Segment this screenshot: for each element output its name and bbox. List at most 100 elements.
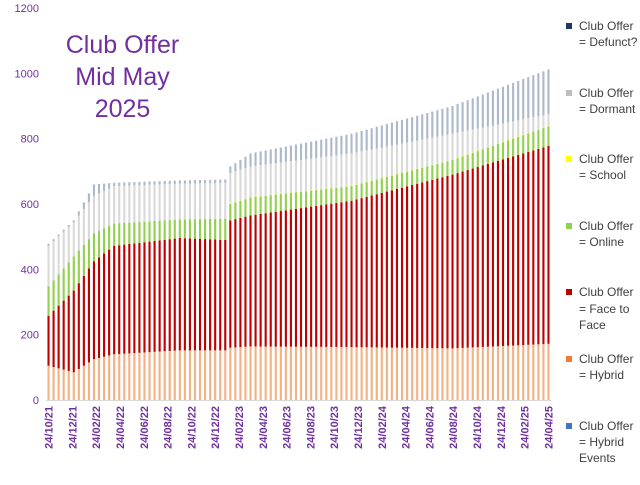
chart-title-line-1: Club Offer (65, 31, 180, 59)
x-tick-label: 24/08/24 (448, 405, 460, 449)
bar-segment-dormant (350, 153, 353, 186)
bar-segment-defunct (305, 142, 308, 160)
bar-segment-dormant (87, 202, 90, 240)
bar-segment-hybrid (320, 346, 323, 400)
bar-segment-dormant (517, 120, 520, 137)
bar-segment-hybrid (113, 354, 116, 400)
bar-segment-defunct (183, 180, 186, 184)
bar-segment-f2f (77, 283, 80, 369)
bar-segment-f2f (173, 238, 176, 351)
x-tick-label: 24/04/22 (115, 406, 127, 449)
bar-segment-dormant (537, 116, 540, 130)
bar-segment-defunct (168, 180, 171, 185)
bar-segment-school (512, 138, 515, 139)
bar-segment-online (108, 226, 111, 250)
bar-segment-hybrid (219, 350, 222, 400)
bar-segment-f2f (532, 150, 535, 345)
bar-segment-dormant (57, 236, 60, 275)
bar-segment-online (481, 149, 484, 166)
bar-segment-f2f (441, 177, 444, 349)
legend-item-school: Club Offer = School (566, 151, 638, 218)
bar-segment-dormant (365, 150, 368, 182)
legend-label-hybrid-events: Club Offer = Hybrid Events (579, 418, 634, 465)
bar-segment-f2f (214, 239, 217, 351)
bar-segment-hybrid (92, 359, 96, 400)
bar-segment-dormant (395, 144, 399, 174)
bar-segment-dormant (310, 158, 313, 191)
x-tick-label: 24/12/21 (67, 406, 79, 449)
bar-segment-defunct (52, 239, 55, 242)
bar-segment-online (491, 145, 494, 163)
bar-segment-dormant (451, 133, 454, 160)
bar-segment-dormant (436, 136, 439, 164)
bar-segment-dormant (249, 166, 252, 198)
bar-segment-f2f (92, 261, 96, 360)
bar-segment-online (305, 191, 308, 208)
bar-segment-f2f (294, 208, 298, 347)
bar-segment-dormant (400, 143, 404, 173)
bar-segment-hybrid (456, 348, 459, 400)
legend-item-online: Club Offer = Online (566, 218, 638, 285)
bar-segment-f2f (436, 178, 439, 349)
bar-segment-f2f (219, 239, 222, 351)
bar-segment-defunct (158, 181, 161, 185)
legend-item-hybrid-events: Club Offer = Hybrid Events (566, 418, 638, 485)
bar-segment-defunct (385, 124, 388, 147)
legend-label-defunct: Club Offer = Defunct? (579, 19, 638, 50)
bar-segment-f2f (330, 203, 333, 347)
bar-segment-f2f (188, 238, 191, 351)
bar-segment-online (173, 219, 176, 239)
bar-segment-hybrid (411, 347, 414, 400)
bar-segment-defunct (431, 111, 434, 138)
bar-segment-f2f (325, 204, 328, 347)
bar-segment-f2f (421, 182, 424, 348)
bar-segment-f2f (305, 207, 308, 347)
bar-segment-f2f (486, 164, 489, 347)
bar-segment-f2f (168, 239, 171, 351)
bar-segment-dormant (128, 185, 131, 223)
bar-segment-hybrid (365, 347, 368, 400)
bar-segment-defunct (249, 153, 252, 167)
bar-segment-hybrid (390, 347, 393, 400)
bar-segment-defunct (421, 114, 424, 140)
bar-segment-f2f (128, 244, 131, 354)
bar-segment-dormant (168, 184, 171, 221)
bar-segment-hybrid (128, 353, 131, 400)
bar-segment-hybrid (436, 348, 439, 400)
bar-segment-hybrid (153, 351, 156, 400)
bar-segment-f2f (47, 315, 50, 366)
bar-segment-f2f (249, 215, 252, 347)
bar-segment-school (537, 129, 540, 130)
bar-segment-online (77, 250, 80, 284)
bar-segment-hybrid (461, 347, 464, 400)
bar-segment-hybrid (239, 347, 242, 400)
bar-segment-defunct (360, 130, 363, 152)
bar-segment-dormant (426, 138, 429, 167)
bar-segment-defunct (239, 159, 242, 170)
bar-segment-dormant (254, 165, 257, 197)
bar-segment-dormant (108, 188, 111, 227)
x-tick-label: 24/12/23 (353, 406, 365, 449)
bar-segment-dormant (547, 114, 550, 126)
bar-segment-hybrid (163, 351, 166, 400)
bar-segment-defunct (153, 181, 156, 185)
bar-segment-f2f (542, 147, 545, 345)
bar-segment-hybrid (62, 369, 65, 400)
bar-segment-dormant (133, 185, 136, 223)
bar-segment-hybrid (426, 348, 429, 400)
bar-segment-defunct (289, 145, 292, 162)
bar-segment-hybrid (123, 353, 126, 400)
bar-segment-defunct (254, 152, 257, 166)
bar-segment-defunct (320, 139, 323, 158)
bar-segment-defunct (446, 107, 449, 135)
bar-segment-dormant (406, 142, 409, 172)
bar-segment-hybrid (87, 362, 90, 400)
bar-segment-f2f (269, 212, 272, 347)
bar-segment-dormant (113, 186, 116, 224)
bar-segment-hybrid (496, 346, 500, 400)
bar-segment-online (183, 219, 186, 239)
bar-segment-online (486, 147, 489, 165)
bar-segment-defunct (547, 69, 550, 115)
bar-segment-online (87, 239, 90, 269)
bar-segment-hybrid (299, 346, 303, 400)
